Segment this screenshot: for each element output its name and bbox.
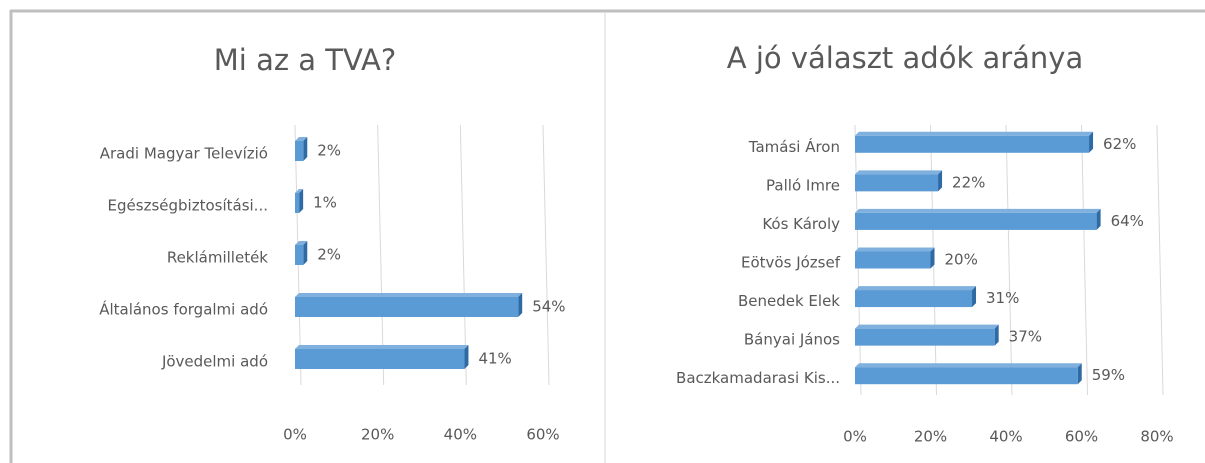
value-label: 20% xyxy=(945,251,978,269)
x-tick-label: 20% xyxy=(361,426,394,444)
bar xyxy=(855,290,973,308)
value-label: 41% xyxy=(478,350,511,368)
bar-side xyxy=(1096,208,1101,230)
category-label: Eötvös József xyxy=(741,254,841,272)
bar-top xyxy=(855,363,1082,368)
bar-side xyxy=(303,241,308,265)
grid-line xyxy=(1081,124,1088,396)
x-tick-label: 60% xyxy=(1065,428,1098,446)
category-label: Baczkamadarasi Kis... xyxy=(676,369,840,387)
bar-top xyxy=(295,241,308,245)
x-tick-label: 60% xyxy=(526,426,559,444)
bar-top xyxy=(855,170,943,175)
bar xyxy=(855,328,995,346)
bar xyxy=(855,367,1078,385)
x-tick-label: 40% xyxy=(989,428,1022,446)
grid-line xyxy=(459,124,467,386)
value-label: 62% xyxy=(1103,135,1136,153)
bar-side xyxy=(464,345,469,369)
bar-side xyxy=(972,286,977,308)
bar-top xyxy=(295,189,304,193)
bar xyxy=(295,141,304,161)
x-tick-label: 20% xyxy=(914,428,947,446)
chart-title: A jó választ adók aránya xyxy=(727,41,1083,75)
bar-side xyxy=(1089,131,1094,153)
bar-top xyxy=(855,324,999,329)
value-label: 2% xyxy=(317,246,341,264)
bar xyxy=(855,251,931,269)
bar-side xyxy=(303,137,308,161)
bar-side xyxy=(938,170,943,192)
value-label: 64% xyxy=(1111,212,1144,230)
value-label: 59% xyxy=(1092,366,1125,384)
value-label: 54% xyxy=(532,298,565,316)
category-label: Reklámilleték xyxy=(167,249,268,267)
x-tick-label: 80% xyxy=(1140,428,1173,446)
value-label: 22% xyxy=(952,173,985,191)
value-label: 2% xyxy=(317,142,341,160)
value-label: 31% xyxy=(986,289,1019,307)
category-label: Jövedelmi adó xyxy=(161,353,268,371)
bar-top xyxy=(855,247,935,252)
category-label: Kós Károly xyxy=(762,215,840,233)
bar-side xyxy=(299,189,304,213)
x-tick-label: 0% xyxy=(843,428,867,446)
category-label: Benedek Elek xyxy=(738,292,840,310)
category-label: Általános forgalmi adó xyxy=(99,300,268,319)
bar xyxy=(295,349,465,369)
bar xyxy=(295,193,300,213)
value-label: 1% xyxy=(313,194,337,212)
bar xyxy=(855,135,1090,153)
grid-line xyxy=(377,124,385,386)
grid-line xyxy=(1005,124,1013,396)
bar-top xyxy=(855,131,1094,136)
bar xyxy=(855,174,939,192)
category-label: Egészségbiztosítási... xyxy=(108,197,268,215)
chart-title: Mi az a TVA? xyxy=(214,43,396,77)
bar xyxy=(855,212,1097,230)
grid-line xyxy=(1156,124,1164,396)
x-tick-label: 0% xyxy=(283,426,307,444)
value-label: 37% xyxy=(1009,328,1042,346)
bar-top xyxy=(295,137,308,141)
grid-line xyxy=(542,124,550,386)
bar xyxy=(295,297,519,317)
category-label: Aradi Magyar Televízió xyxy=(100,145,268,163)
bar-side xyxy=(994,324,999,346)
bar-side xyxy=(1077,363,1082,385)
category-label: Bányai János xyxy=(744,331,840,349)
bar-top xyxy=(855,208,1101,213)
bar xyxy=(295,245,304,265)
bar-top xyxy=(855,286,977,291)
bar-top xyxy=(295,293,523,297)
category-label: Palló Imre xyxy=(766,176,840,194)
x-tick-label: 40% xyxy=(444,426,477,444)
bar-side xyxy=(518,293,523,317)
category-label: Tamási Áron xyxy=(748,137,840,156)
bar-top xyxy=(295,345,469,349)
bar-side xyxy=(930,247,935,269)
